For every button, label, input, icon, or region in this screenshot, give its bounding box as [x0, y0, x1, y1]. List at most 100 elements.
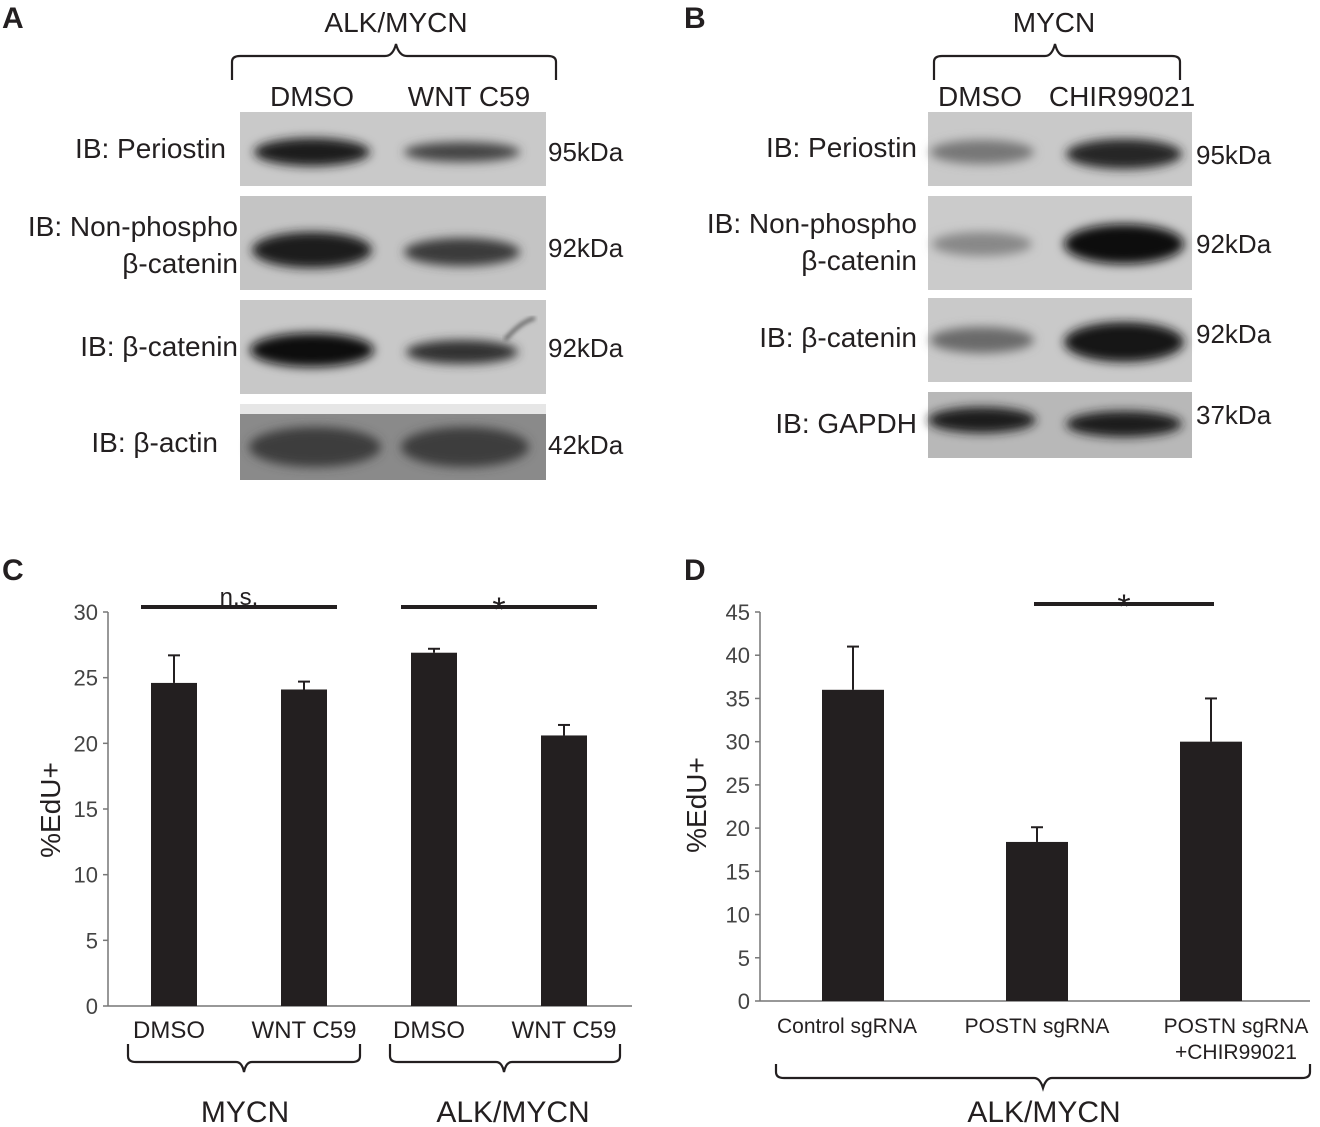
band [254, 138, 370, 166]
y-tick-label: 25 [726, 773, 750, 798]
panelC-bracket-alkmycn [388, 1044, 622, 1073]
y-tick-label: 10 [726, 903, 750, 928]
panelC-bracket-mycn [126, 1044, 362, 1073]
panelC-group-mycn: MYCN [201, 1096, 289, 1127]
panelA-group-label: ALK/MYCN [324, 7, 467, 38]
panel-letter-A: A [2, 2, 24, 35]
band [1064, 322, 1184, 362]
significance-label: * [1117, 588, 1130, 626]
bar [151, 682, 197, 1006]
x-tick-label: WNT C59 [512, 1017, 617, 1044]
panelA-blot-row-nonphospho [240, 196, 546, 290]
panelB-row-label-nonphospho-1: IB: Non-phospho [707, 208, 917, 239]
band [404, 142, 520, 162]
panelB-blot-row-gapdh [928, 392, 1192, 458]
panelA-row-label-betaactin: IB: β-actin [91, 427, 218, 458]
panelB-row-label-nonphospho-2: β-catenin [801, 245, 917, 276]
y-tick-label: 40 [726, 643, 750, 668]
x-tick-label: Control sgRNA [777, 1015, 917, 1038]
panelB-row-label-periostin: IB: Periostin [766, 132, 917, 163]
panelB-bracket [932, 43, 1182, 80]
panelD-group-alkmycn: ALK/MYCN [967, 1096, 1120, 1127]
y-tick-label: 10 [74, 863, 98, 888]
band [930, 140, 1034, 164]
band [250, 333, 374, 367]
panelC-y-axis-label: %EdU+ [35, 762, 66, 858]
panelC-group-alkmycn: ALK/MYCN [436, 1096, 589, 1127]
panelD-bracket [774, 1064, 1312, 1092]
y-tick-label: 15 [74, 797, 98, 822]
panelA-lane-2: WNT C59 [408, 81, 530, 112]
x-tick-label: DMSO [133, 1017, 205, 1044]
band [932, 232, 1032, 256]
panel-letter-B: B [684, 2, 706, 35]
panelA-blot-row-periostin [240, 112, 546, 186]
y-tick-label: 30 [74, 600, 98, 625]
y-tick-label: 0 [738, 989, 750, 1014]
y-tick-label: 35 [726, 686, 750, 711]
panelB-mw-gapdh: 37kDa [1196, 400, 1272, 430]
band [1066, 411, 1182, 437]
panel-letter-C: C [2, 554, 24, 587]
band [252, 232, 372, 268]
y-tick-label: 15 [726, 859, 750, 884]
y-tick-label: 5 [86, 928, 98, 953]
panelB-lane-2: CHIR99021 [1049, 81, 1195, 112]
panelB-row-label-gapdh: IB: GAPDH [775, 408, 917, 439]
panelB-group-label: MYCN [1013, 7, 1095, 38]
y-tick-label: 20 [74, 731, 98, 756]
bar [281, 689, 327, 1006]
band [930, 327, 1034, 353]
y-tick-label: 5 [738, 946, 750, 971]
x-tick-label: DMSO [393, 1017, 465, 1044]
significance-label: * [492, 591, 505, 629]
panelA-mw-betacatenin: 92kDa [548, 333, 624, 363]
bar [1180, 741, 1242, 1001]
panelD-y-axis-label: %EdU+ [681, 757, 712, 853]
panelA-mw-nonphospho: 92kDa [548, 233, 624, 263]
y-tick-label: 0 [86, 994, 98, 1019]
panelA-row-label-nonphospho-2: β-catenin [122, 248, 238, 279]
x-tick-label: POSTN sgRNA [965, 1015, 1110, 1038]
panelA-row-label-nonphospho-1: IB: Non-phospho [28, 211, 238, 242]
y-tick-label: 25 [74, 666, 98, 691]
y-tick-label: 20 [726, 816, 750, 841]
panelA-mw-betaactin: 42kDa [548, 430, 624, 460]
panelA-blot-row-betacatenin [240, 300, 546, 394]
x-tick-label: WNT C59 [252, 1017, 357, 1044]
panelB-blot-row-periostin [928, 112, 1192, 186]
panelA-bracket [230, 43, 558, 80]
y-tick-label: 45 [726, 600, 750, 625]
significance-label: n.s. [220, 584, 259, 611]
band [1066, 139, 1182, 169]
x-tick-label: +CHIR99021 [1175, 1041, 1297, 1064]
panelB-lane-1: DMSO [938, 81, 1022, 112]
panelB-blot-row-nonphospho [928, 196, 1192, 290]
panelD-chart: 0 5 10 15 20 25 30 35 40 45 Control sgRNA POSTN sgR… [726, 588, 1310, 1064]
panelA-mw-periostin: 95kDa [548, 137, 624, 167]
panelB-blot-row-betacatenin [928, 298, 1192, 382]
panelA-row-label-periostin: IB: Periostin [75, 133, 226, 164]
panelC-chart: 0 5 10 15 20 25 30 DMSO WNT C59 DMSO WNT C59 n.s. * [74, 584, 632, 1044]
x-tick-label: POSTN sgRNA [1164, 1015, 1309, 1038]
panel-letter-D: D [684, 554, 706, 587]
band [406, 340, 518, 364]
panelA-row-label-betacatenin: IB: β-catenin [80, 331, 238, 362]
band [928, 407, 1036, 433]
panelB-row-label-betacatenin: IB: β-catenin [759, 322, 917, 353]
band [1064, 224, 1184, 264]
band [401, 427, 529, 467]
panelA-lane-1: DMSO [270, 81, 354, 112]
bar [541, 735, 587, 1006]
y-tick-label: 30 [726, 730, 750, 755]
panelB-mw-betacatenin: 92kDa [1196, 319, 1272, 349]
panelB-mw-nonphospho: 92kDa [1196, 229, 1272, 259]
bar [822, 689, 884, 1001]
band [249, 427, 381, 467]
panelA-blot-row-betaactin [240, 404, 546, 480]
bar [411, 652, 457, 1006]
panelB-mw-periostin: 95kDa [1196, 140, 1272, 170]
band [404, 238, 520, 266]
